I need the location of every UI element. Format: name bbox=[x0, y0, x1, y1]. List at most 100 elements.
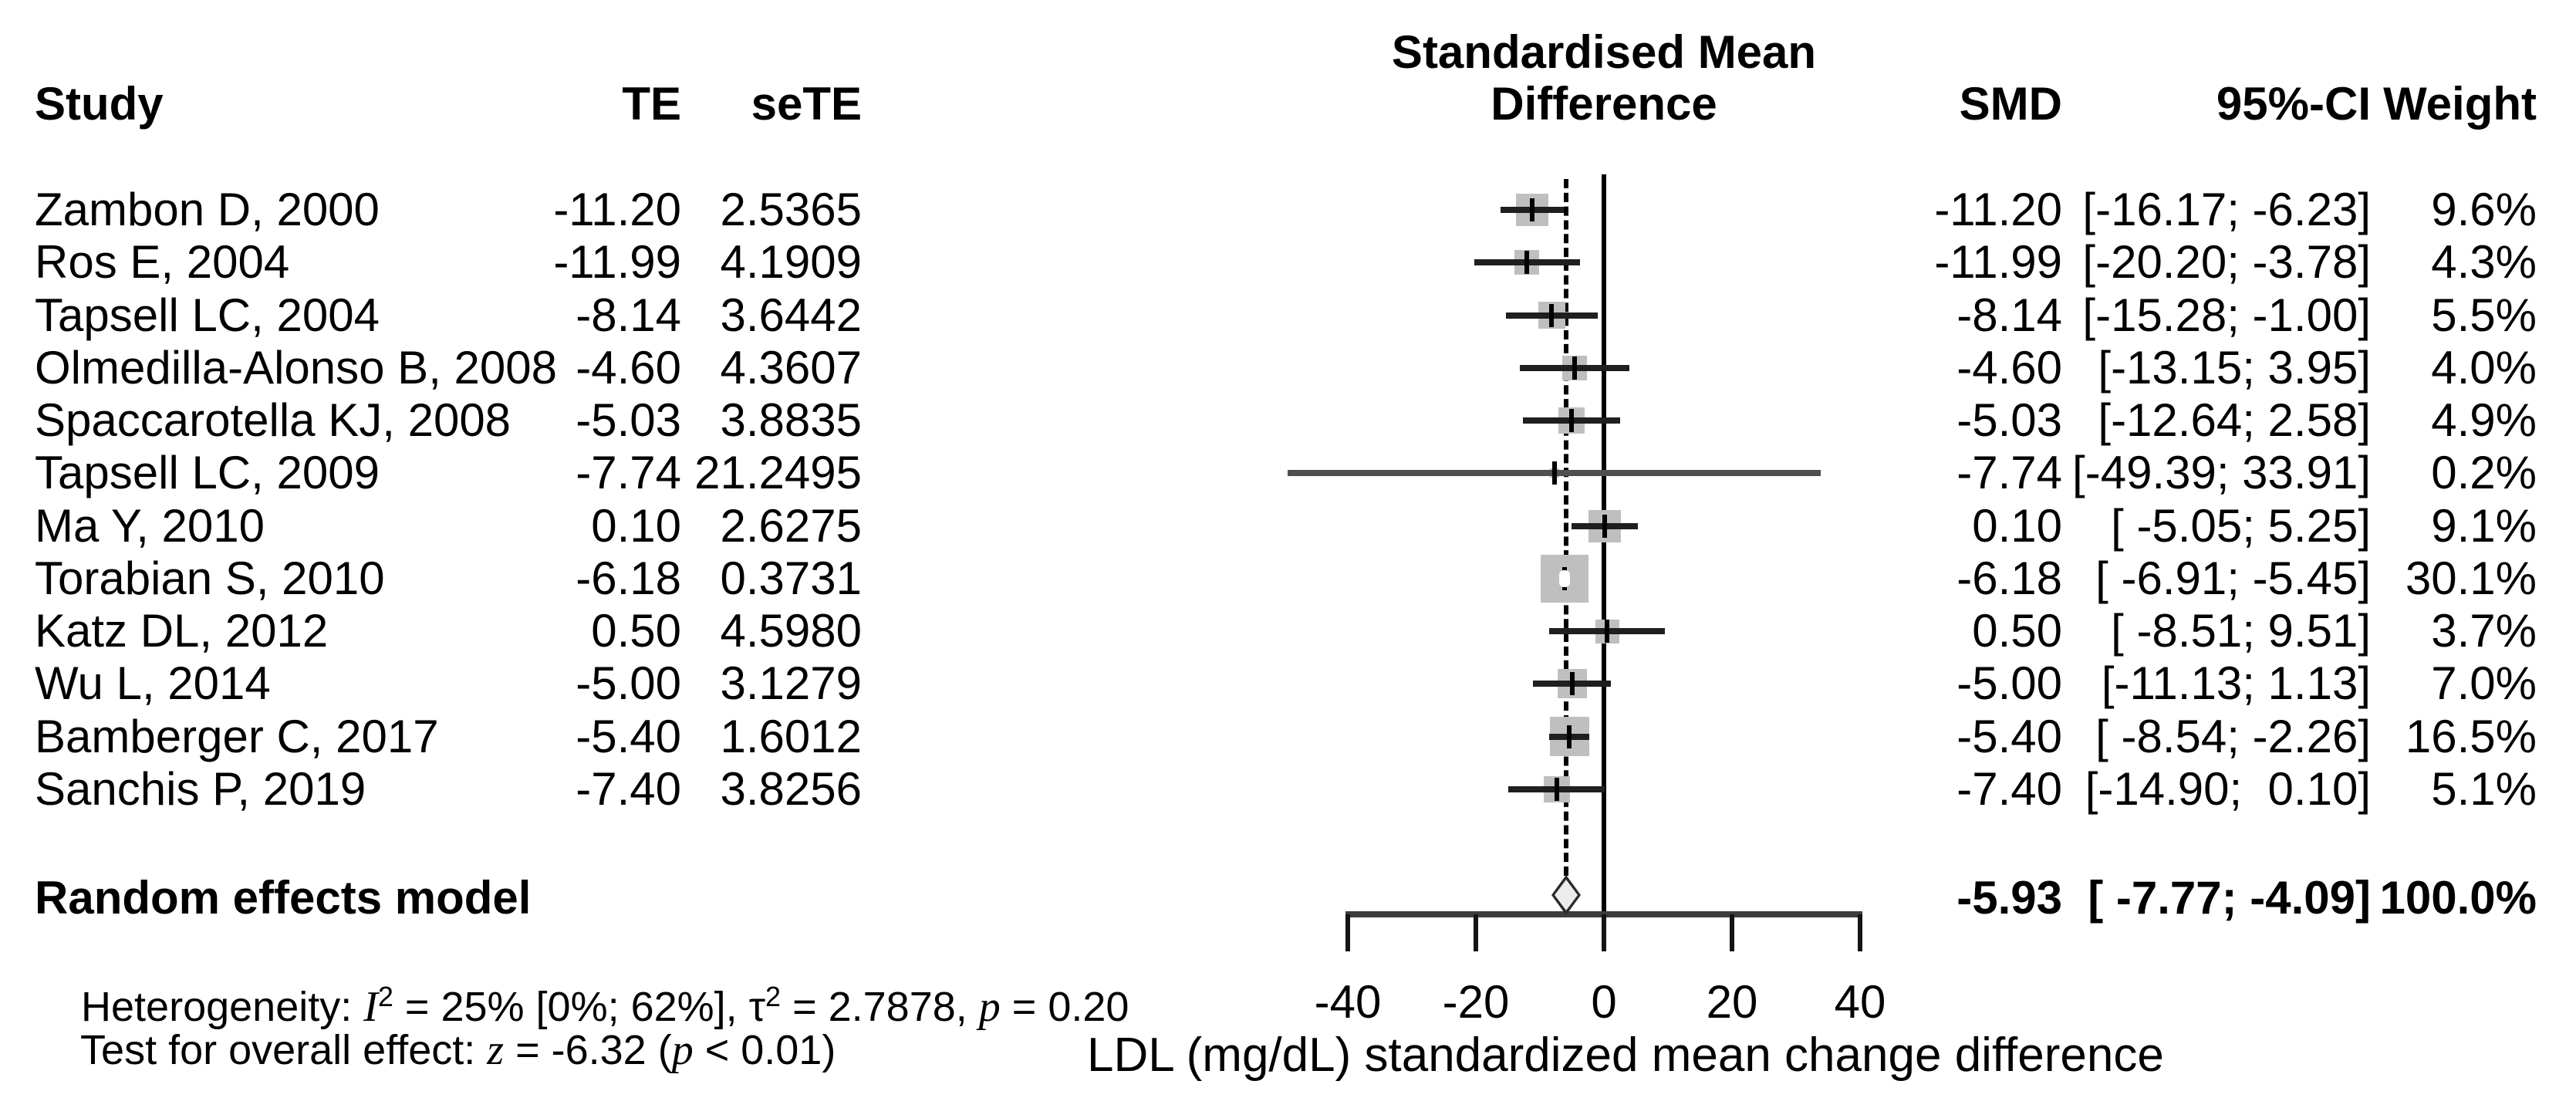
study-row: Spaccarotella KJ, 2008 -5.03 3.8835 -5.03 [-… bbox=[0, 394, 2576, 446]
sete-value: 2.6275 bbox=[720, 499, 862, 552]
study-row: Tapsell LC, 2004 -8.14 3.6442 -8.14 [-15.28;… bbox=[0, 289, 2576, 341]
study-row: Ros E, 2004 -11.99 4.1909 -11.99 [-20.20; -3… bbox=[0, 235, 2576, 288]
axis-tick bbox=[1345, 914, 1350, 951]
estimate-tick bbox=[1572, 356, 1577, 380]
sete-value: 3.1279 bbox=[720, 657, 862, 710]
ci-value: [ -5.05; 5.25] bbox=[2111, 499, 2371, 552]
te-value: -5.40 bbox=[576, 710, 681, 762]
smd-value: -11.99 bbox=[1934, 236, 2062, 289]
axis-tick-label: 0 bbox=[1591, 976, 1617, 1028]
zero-reference-line bbox=[1602, 174, 1606, 911]
smd-value: -4.60 bbox=[1956, 341, 2062, 394]
column-header-te: TE bbox=[622, 78, 681, 130]
ci-value: [-12.64; 2.58] bbox=[2098, 394, 2371, 447]
test-mid: = -6.32 ( bbox=[504, 1027, 672, 1073]
smd-value: 0.50 bbox=[1972, 605, 2062, 657]
smd-value: 0.10 bbox=[1972, 499, 2062, 552]
ci-value: [-20.20; -3.78] bbox=[2082, 236, 2371, 289]
sete-value: 3.8256 bbox=[720, 762, 862, 815]
sete-value: 2.5365 bbox=[720, 184, 862, 235]
study-row: Bamberger C, 2017 -5.40 1.6012 -5.40 [ -8.54… bbox=[0, 710, 2576, 762]
column-header-weight: Weight bbox=[2383, 78, 2537, 130]
weight-value: 4.9% bbox=[2431, 394, 2537, 447]
axis-tick-label: -40 bbox=[1314, 976, 1382, 1028]
ci-value: [-14.90; 0.10] bbox=[2085, 762, 2371, 815]
estimate-tick bbox=[1549, 303, 1555, 327]
te-value: 0.10 bbox=[591, 499, 681, 552]
het-mid: = 25% [0%; 62%], τ bbox=[393, 984, 766, 1030]
axis-tick bbox=[1602, 914, 1606, 951]
te-value: -8.14 bbox=[576, 289, 681, 341]
column-header-study: Study bbox=[35, 78, 164, 130]
smd-value: -7.40 bbox=[1956, 762, 2062, 815]
study-name: Olmedilla-Alonso B, 2008 bbox=[35, 341, 558, 394]
plot-title-line2: Difference bbox=[1491, 78, 1717, 130]
study-name: Tapsell LC, 2009 bbox=[35, 447, 380, 499]
column-header-sete: seTE bbox=[751, 78, 862, 130]
weight-value: 5.1% bbox=[2431, 762, 2537, 815]
estimate-tick bbox=[1551, 461, 1557, 485]
ci-value: [-13.15; 3.95] bbox=[2098, 341, 2371, 394]
axis-tick-label: -20 bbox=[1442, 976, 1510, 1028]
overall-test-text: Test for overall effect: z = -6.32 (p < … bbox=[35, 978, 836, 1074]
weight-value: 7.0% bbox=[2431, 657, 2537, 710]
sete-value: 4.1909 bbox=[720, 236, 862, 289]
weight-value: 0.2% bbox=[2431, 447, 2537, 499]
weight-value: 16.5% bbox=[2405, 710, 2537, 762]
estimate-tick bbox=[1554, 777, 1559, 801]
het-p-symbol: p bbox=[978, 983, 1001, 1031]
x-axis-label: LDL (mg/dL) standardized mean change dif… bbox=[1087, 1029, 2164, 1082]
sete-value: 0.3731 bbox=[720, 552, 862, 604]
study-row: Olmedilla-Alonso B, 2008 -4.60 4.3607 -4.60… bbox=[0, 341, 2576, 394]
te-value: -11.20 bbox=[553, 184, 681, 235]
pooled-estimate-dashed-line bbox=[1564, 179, 1568, 876]
study-row: Tapsell LC, 2009 -7.74 21.2495 -7.74 [-49.39… bbox=[0, 446, 2576, 498]
smd-value: -7.74 bbox=[1956, 447, 2062, 499]
study-name: Katz DL, 2012 bbox=[35, 605, 329, 657]
square-center-dot bbox=[1558, 569, 1570, 587]
study-row: Wu L, 2014 -5.00 3.1279 -5.00 [-11.13; 1.13]… bbox=[0, 657, 2576, 709]
study-name: Spaccarotella KJ, 2008 bbox=[35, 394, 511, 447]
pooled-weight: 100.0% bbox=[2379, 872, 2537, 924]
sete-value: 21.2495 bbox=[694, 447, 862, 499]
estimate-tick bbox=[1569, 409, 1575, 433]
weight-value: 4.0% bbox=[2431, 341, 2537, 394]
study-name: Wu L, 2014 bbox=[35, 657, 271, 710]
axis-tick bbox=[1730, 914, 1734, 951]
pooled-ci: [ -7.77; -4.09] bbox=[2088, 872, 2371, 924]
axis-tick-label: 20 bbox=[1706, 976, 1758, 1028]
study-name: Bamberger C, 2017 bbox=[35, 710, 439, 762]
plot-title-line1: Standardised Mean bbox=[1391, 26, 1817, 78]
smd-value: -5.03 bbox=[1956, 394, 2062, 447]
estimate-tick bbox=[1567, 725, 1572, 748]
te-value: -5.00 bbox=[576, 657, 681, 710]
weight-value: 5.5% bbox=[2431, 289, 2537, 341]
het-i-symbol: I bbox=[363, 983, 378, 1031]
study-name: Zambon D, 2000 bbox=[35, 184, 380, 235]
axis-tick bbox=[1474, 914, 1478, 951]
pooled-row: Random effects model -5.93 [ -7.77; -4.0… bbox=[0, 871, 2576, 924]
weight-value: 9.1% bbox=[2431, 499, 2537, 552]
ci-value: [ -6.91; -5.45] bbox=[2095, 552, 2371, 604]
estimate-tick bbox=[1524, 251, 1530, 275]
study-name: Torabian S, 2010 bbox=[35, 552, 385, 604]
te-value: -7.40 bbox=[576, 762, 681, 815]
estimate-tick bbox=[1530, 198, 1535, 221]
sete-value: 3.6442 bbox=[720, 289, 862, 341]
study-row: Torabian S, 2010 -6.18 0.3731 -6.18 [ -6.91;… bbox=[0, 552, 2576, 604]
weight-value: 3.7% bbox=[2431, 605, 2537, 657]
pooled-smd: -5.93 bbox=[1956, 872, 2062, 924]
smd-value: -6.18 bbox=[1956, 552, 2062, 604]
estimate-tick bbox=[1602, 514, 1607, 538]
smd-value: -8.14 bbox=[1956, 289, 2062, 341]
estimate-tick bbox=[1605, 620, 1610, 644]
study-name: Ma Y, 2010 bbox=[35, 499, 265, 552]
axis-tick-label: 40 bbox=[1834, 976, 1886, 1028]
weight-value: 30.1% bbox=[2405, 552, 2537, 604]
column-header-smd: SMD bbox=[1959, 78, 2062, 130]
het-prefix: Heterogeneity: bbox=[81, 984, 364, 1030]
ci-value: [-11.13; 1.13] bbox=[2101, 657, 2371, 710]
study-row: Ma Y, 2010 0.10 2.6275 0.10 [ -5.05; 5.25] 9.… bbox=[0, 499, 2576, 552]
test-z-symbol: z bbox=[487, 1026, 505, 1074]
ci-value: [-49.39; 33.91] bbox=[2072, 447, 2371, 499]
